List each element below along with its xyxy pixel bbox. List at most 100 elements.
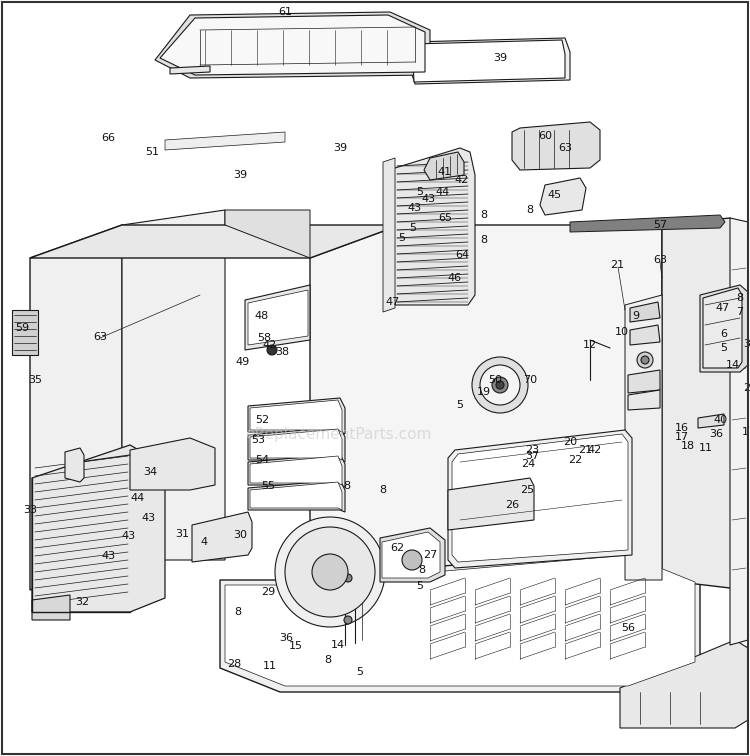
Text: 36: 36 [279, 633, 293, 643]
Polygon shape [698, 414, 724, 428]
Polygon shape [630, 302, 660, 322]
Circle shape [496, 381, 504, 389]
Polygon shape [512, 122, 600, 170]
Polygon shape [380, 528, 445, 582]
Text: 5: 5 [410, 223, 416, 233]
Circle shape [344, 574, 352, 582]
Polygon shape [570, 215, 725, 232]
Circle shape [312, 554, 348, 590]
Polygon shape [32, 445, 165, 612]
Text: 54: 54 [255, 455, 269, 465]
Text: 58: 58 [257, 333, 271, 343]
Polygon shape [452, 434, 628, 562]
Polygon shape [130, 438, 215, 490]
Text: 63: 63 [93, 332, 107, 342]
Text: 39: 39 [333, 143, 347, 153]
Text: 36: 36 [709, 429, 723, 439]
Polygon shape [412, 40, 565, 82]
Circle shape [344, 616, 352, 624]
Circle shape [480, 365, 520, 405]
Polygon shape [730, 218, 748, 645]
Text: 5: 5 [721, 343, 728, 353]
Text: 8: 8 [344, 481, 350, 491]
Text: 66: 66 [101, 133, 115, 143]
Circle shape [492, 377, 508, 393]
Text: 47: 47 [716, 303, 730, 313]
Text: 64: 64 [455, 250, 469, 260]
Polygon shape [248, 480, 345, 512]
Text: 38: 38 [275, 347, 289, 357]
Polygon shape [225, 210, 310, 258]
Text: 8: 8 [481, 210, 488, 220]
Text: 43: 43 [101, 551, 115, 561]
Polygon shape [30, 225, 400, 258]
Polygon shape [170, 66, 210, 74]
Text: 42: 42 [454, 175, 470, 185]
Text: 51: 51 [145, 147, 159, 157]
Polygon shape [383, 158, 395, 312]
Text: 14: 14 [331, 640, 345, 650]
Polygon shape [248, 290, 308, 345]
Circle shape [267, 345, 277, 355]
Text: 18: 18 [681, 441, 695, 451]
Polygon shape [628, 370, 660, 393]
Text: 1: 1 [742, 427, 748, 437]
Text: 23: 23 [525, 445, 539, 455]
Text: 43: 43 [121, 531, 135, 541]
Polygon shape [65, 448, 84, 482]
Text: 8: 8 [419, 565, 425, 575]
Polygon shape [245, 285, 310, 350]
Polygon shape [165, 132, 285, 150]
Text: 9: 9 [632, 311, 640, 321]
Polygon shape [248, 398, 345, 434]
Text: eReplacementParts.com: eReplacementParts.com [245, 427, 431, 442]
Text: 35: 35 [28, 375, 42, 385]
Text: 8: 8 [235, 607, 242, 617]
Polygon shape [703, 288, 742, 368]
Text: 57: 57 [653, 220, 667, 230]
Polygon shape [410, 38, 570, 84]
Text: 8: 8 [380, 485, 386, 495]
Polygon shape [250, 456, 342, 485]
Polygon shape [250, 482, 342, 510]
Polygon shape [155, 12, 430, 78]
Text: 43: 43 [421, 194, 435, 204]
Text: 32: 32 [75, 597, 89, 607]
Text: 29: 29 [261, 587, 275, 597]
Polygon shape [424, 152, 464, 180]
Text: 5: 5 [416, 581, 424, 591]
Text: 22: 22 [568, 455, 582, 465]
Polygon shape [248, 454, 345, 487]
Text: 8: 8 [325, 655, 332, 665]
Text: 15: 15 [289, 641, 303, 651]
Text: 63: 63 [558, 143, 572, 153]
Polygon shape [122, 210, 225, 560]
Text: 52: 52 [255, 415, 269, 425]
Text: 44: 44 [130, 493, 146, 503]
Polygon shape [620, 640, 748, 728]
Text: 63: 63 [653, 255, 667, 265]
Text: 5: 5 [416, 187, 424, 197]
Polygon shape [250, 400, 342, 432]
Polygon shape [248, 427, 345, 462]
Text: 8: 8 [526, 205, 533, 215]
Polygon shape [12, 310, 38, 355]
Polygon shape [30, 225, 122, 590]
Polygon shape [662, 218, 745, 588]
Text: 40: 40 [713, 415, 727, 425]
Circle shape [285, 527, 375, 617]
Text: 19: 19 [477, 387, 491, 397]
Text: 60: 60 [538, 131, 552, 141]
Text: 61: 61 [278, 7, 292, 17]
Text: 42: 42 [262, 340, 278, 350]
Text: 8: 8 [736, 293, 743, 303]
Text: 21: 21 [578, 445, 592, 455]
Polygon shape [628, 390, 660, 410]
Text: 10: 10 [615, 327, 629, 337]
Text: 41: 41 [437, 167, 451, 177]
Polygon shape [160, 15, 425, 75]
Polygon shape [448, 430, 632, 568]
Circle shape [641, 356, 649, 364]
Text: 28: 28 [226, 659, 242, 669]
Text: 70: 70 [523, 375, 537, 385]
